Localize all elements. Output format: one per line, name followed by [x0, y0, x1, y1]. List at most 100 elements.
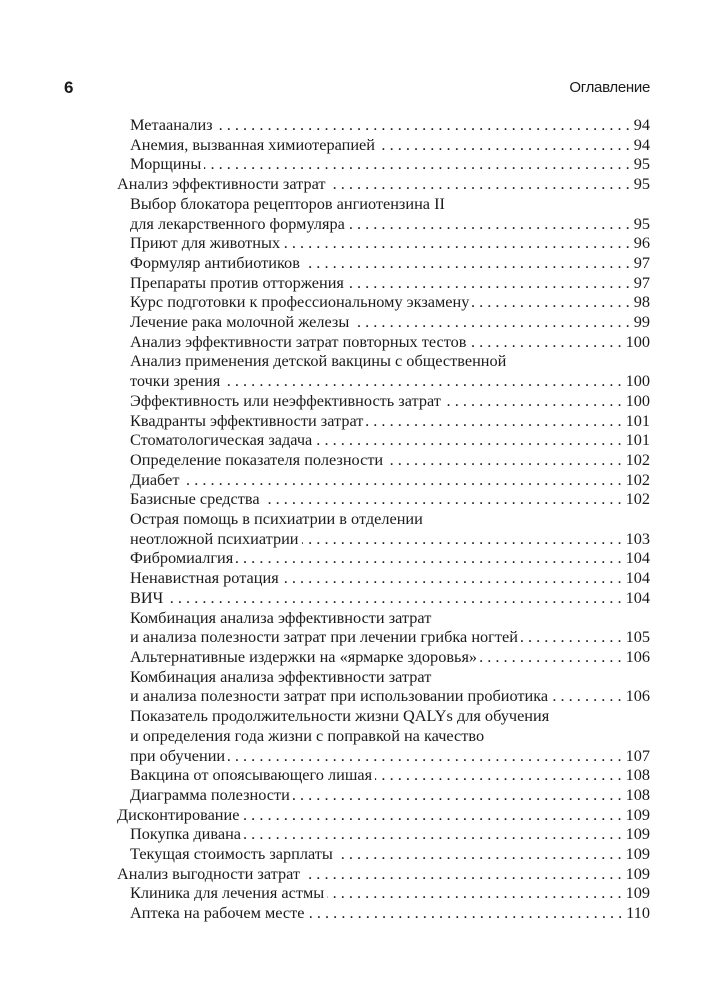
toc-entry[interactable]: Анализ эффективности затрат повторных те…	[117, 332, 650, 352]
toc-entry[interactable]: Комбинация анализа эффективности затрат и…	[117, 667, 650, 706]
toc-entry[interactable]: Определение показателя полезности 102	[117, 450, 650, 470]
toc-page-number: 95	[633, 174, 650, 194]
toc-page-number: 94	[633, 115, 650, 134]
toc-entry[interactable]: Ненавистная ротация 104	[117, 568, 650, 588]
toc-page-number: 104	[625, 568, 650, 588]
toc-entry[interactable]: Анализ применения детской вакцины с обще…	[117, 351, 650, 390]
toc-entry-title: Анализ эффективности затрат	[117, 174, 326, 194]
toc-entry-title: и анализа полезности затрат при использо…	[130, 686, 549, 706]
toc-entry[interactable]: Курс подготовки к профессиональному экза…	[117, 292, 650, 312]
toc-entry-title: Фибромиалгия	[130, 548, 234, 568]
toc-entry[interactable]: Клиника для лечения астмы 109	[117, 883, 650, 903]
dot-leader	[327, 883, 621, 903]
toc-entry[interactable]: Аптека на рабочем месте 110	[117, 903, 650, 923]
toc-entry[interactable]: Морщины 95	[117, 154, 650, 174]
toc-entry[interactable]: Выбор блокатора рецепторов ангиотензина …	[117, 194, 650, 233]
toc-page-number: 106	[625, 646, 650, 666]
toc-entry-title: Курс подготовки к профессиональному экза…	[130, 292, 470, 312]
toc-section[interactable]: Анализ выгодности затрат 109	[117, 864, 650, 884]
toc-entry[interactable]: Вакцина от опоясывающего лишая 108	[117, 765, 650, 785]
toc-page-number: 109	[625, 824, 650, 844]
toc-page-number: 94	[633, 134, 650, 154]
toc-entry-title: Анализ применения детской вакцины с обще…	[130, 351, 507, 371]
toc-page-number: 95	[633, 213, 650, 233]
toc-page-number: 98	[633, 292, 650, 312]
dot-leader	[336, 844, 622, 864]
toc-entry[interactable]: Квадранты эффективности затрат 101	[117, 411, 650, 431]
page-number: 6	[64, 78, 74, 97]
toc-entry-title: Аптека на рабочем месте	[130, 903, 305, 923]
toc-entry[interactable]: Анемия, вызванная химиотерапией 94	[117, 135, 650, 155]
toc-page-number: 102	[625, 469, 650, 489]
toc-entry[interactable]: Диабет 102	[117, 470, 650, 490]
toc-entry[interactable]: Комбинация анализа эффективности затрат и…	[117, 608, 650, 647]
toc-entry[interactable]: Показатель продолжительности жизни QALYs…	[117, 706, 650, 765]
toc-entry-title: Анализ эффективности затрат повторных те…	[130, 331, 467, 351]
toc-entry-title: Диаграмма полезности	[130, 784, 290, 804]
dot-leader	[551, 686, 621, 706]
toc-entry[interactable]: Метаанализ 94	[117, 115, 650, 135]
toc-entry-title: ВИЧ	[130, 587, 164, 607]
toc-entry[interactable]: Стоматологическая задача 101	[117, 430, 650, 450]
toc-entry[interactable]: Лечение рака молочной железы 99	[117, 312, 650, 332]
dot-leader	[307, 903, 622, 923]
toc-entry[interactable]: Альтернативные издержки на «ярмарке здор…	[117, 647, 650, 667]
toc-page-number: 95	[633, 154, 650, 174]
toc-entry[interactable]: Базисные средства 102	[117, 489, 650, 509]
dot-leader	[302, 529, 622, 549]
dot-leader	[293, 785, 622, 805]
toc-page-number: 109	[625, 804, 650, 824]
dot-leader	[469, 332, 621, 352]
toc-entry-title: и анализа полезности затрат при лечении …	[130, 627, 518, 647]
toc-entry-title: Лечение рака молочной железы	[130, 312, 350, 332]
toc-entry-title: Комбинация анализа эффективности затрат	[130, 666, 432, 686]
toc-entry-title: Метаанализ	[130, 115, 213, 134]
toc-entry[interactable]: Острая помощь в психиатрии в отделении не…	[117, 509, 650, 548]
toc-entry[interactable]: Диаграмма полезности 108	[117, 785, 650, 805]
toc-page-number: 102	[625, 449, 650, 469]
dot-leader	[204, 154, 629, 174]
toc-entry-title: Острая помощь в психиатрии в отделении	[130, 509, 423, 529]
dot-leader	[283, 233, 630, 253]
toc-page-number: 104	[625, 548, 650, 568]
toc-entry[interactable]: Приют для животных 96	[117, 233, 650, 253]
toc-entry[interactable]: Препараты против отторжения 97	[117, 273, 650, 293]
toc-entry-title: Базисные средства	[130, 489, 260, 509]
toc-page-number: 108	[625, 765, 650, 785]
toc-page-number: 105	[625, 627, 650, 647]
dot-leader	[315, 430, 621, 450]
toc-page-number: 96	[633, 233, 650, 253]
dot-leader	[480, 647, 622, 667]
dot-leader	[236, 548, 621, 568]
toc-entry-title: Выбор блокатора рецепторов ангиотензина …	[130, 193, 445, 213]
toc-entry-title: Клиника для лечения астмы	[130, 883, 325, 903]
toc-section[interactable]: Дисконтирование 109	[117, 805, 650, 825]
toc-entry-title: Анемия, вызванная химиотерапией	[130, 134, 375, 154]
toc-entry[interactable]: ВИЧ 104	[117, 588, 650, 608]
dot-leader	[223, 371, 621, 391]
toc-entry-title: Анализ выгодности затрат	[117, 863, 301, 883]
toc-entry-title: Диабет	[130, 469, 180, 489]
toc-entry[interactable]: Покупка дивана 109	[117, 824, 650, 844]
dot-leader	[263, 489, 622, 509]
toc-entry[interactable]: Эффективность или неэффективность затрат…	[117, 391, 650, 411]
toc-entry[interactable]: Формуляр антибиотиков 97	[117, 253, 650, 273]
dot-leader	[521, 627, 622, 647]
toc-page-number: 100	[625, 371, 650, 391]
dot-leader	[166, 588, 621, 608]
toc-page-number: 100	[625, 390, 650, 410]
toc-entry-title: Дисконтирование	[117, 804, 240, 824]
dot-leader	[182, 470, 621, 490]
toc-entry-title: неотложной психиатрии	[130, 528, 299, 548]
toc-page-number: 102	[625, 489, 650, 509]
toc-entry[interactable]: Текущая стоимость зарплаты 109	[117, 844, 650, 864]
toc-section[interactable]: Анализ эффективности затрат 95	[117, 174, 650, 194]
dot-leader	[386, 450, 621, 470]
toc-page-number: 108	[625, 784, 650, 804]
toc-entry-title: Ненавистная ротация	[130, 568, 279, 588]
toc-entry-title: Эффективность или неэффективность затрат	[130, 390, 441, 410]
toc-entry-title: Комбинация анализа эффективности затрат	[130, 607, 432, 627]
toc-entry[interactable]: Фибромиалгия 104	[117, 548, 650, 568]
dot-leader	[444, 391, 622, 411]
toc-page-number: 107	[625, 745, 650, 765]
